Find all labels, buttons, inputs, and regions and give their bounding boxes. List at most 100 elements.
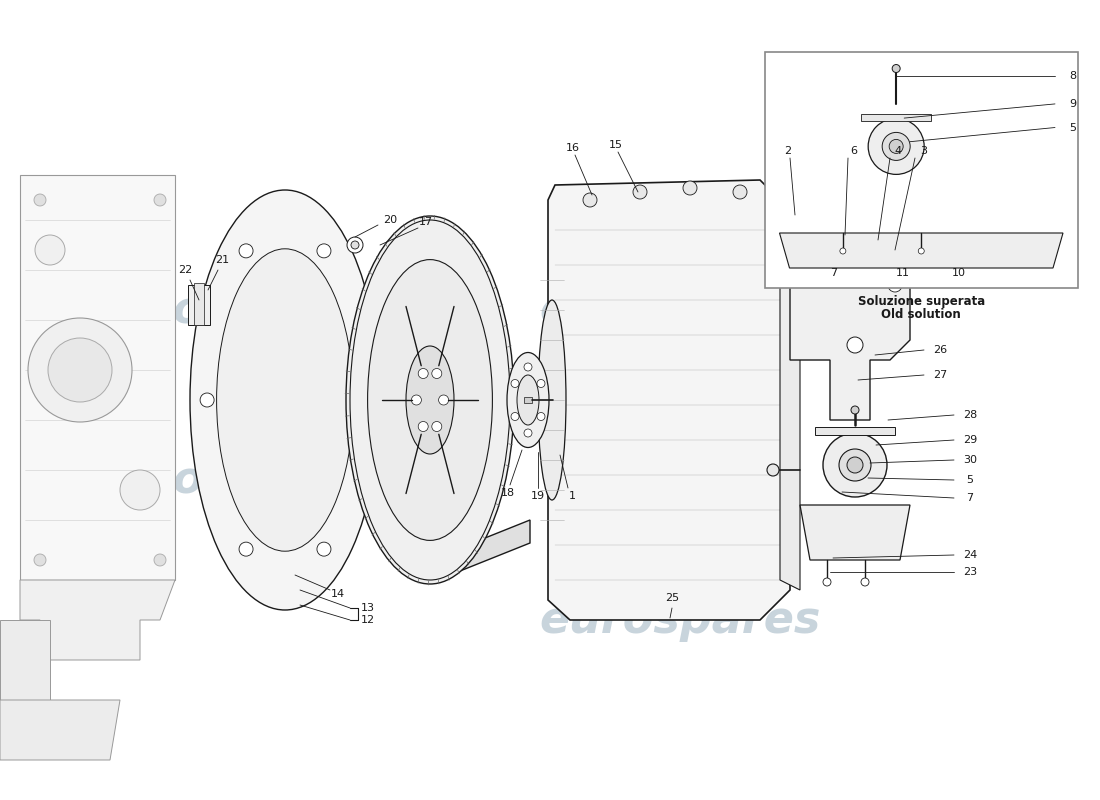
Circle shape [200, 393, 214, 407]
Text: 10: 10 [952, 268, 966, 278]
Text: 1: 1 [569, 491, 575, 501]
Polygon shape [524, 397, 532, 403]
Text: eurospares: eurospares [89, 458, 371, 502]
Circle shape [537, 379, 544, 387]
Polygon shape [0, 700, 120, 760]
Circle shape [418, 422, 428, 431]
Text: 7: 7 [829, 268, 837, 278]
Text: 27: 27 [933, 370, 947, 380]
Ellipse shape [406, 346, 454, 454]
Ellipse shape [350, 220, 510, 580]
Text: 24: 24 [962, 550, 977, 560]
Polygon shape [800, 505, 910, 560]
Polygon shape [455, 520, 530, 573]
Polygon shape [780, 210, 800, 590]
Text: eurospares: eurospares [539, 598, 821, 642]
Circle shape [767, 464, 779, 476]
Circle shape [847, 457, 864, 473]
Circle shape [847, 337, 864, 353]
Polygon shape [194, 283, 204, 325]
Text: 28: 28 [962, 410, 977, 420]
Circle shape [537, 413, 544, 421]
Ellipse shape [346, 216, 514, 584]
Text: 29: 29 [962, 435, 977, 445]
Text: 11: 11 [895, 268, 910, 278]
Text: 13: 13 [361, 603, 375, 613]
Text: Old solution: Old solution [881, 307, 961, 321]
Text: 15: 15 [609, 140, 623, 150]
Text: eurospares: eurospares [89, 289, 371, 331]
Ellipse shape [367, 259, 493, 541]
Bar [764, 52, 1078, 288]
Text: 20: 20 [383, 215, 397, 225]
Circle shape [882, 132, 910, 160]
Circle shape [351, 241, 359, 249]
Circle shape [823, 578, 830, 586]
Text: 22: 22 [178, 265, 192, 275]
Text: 14: 14 [331, 589, 345, 599]
Text: Soluzione superata: Soluzione superata [858, 295, 984, 309]
Polygon shape [861, 114, 932, 122]
Circle shape [861, 578, 869, 586]
Circle shape [432, 369, 442, 378]
Text: 4: 4 [894, 146, 902, 156]
Polygon shape [0, 620, 50, 700]
Circle shape [439, 395, 449, 405]
Circle shape [35, 235, 65, 265]
Circle shape [239, 542, 253, 556]
Circle shape [889, 139, 903, 154]
Circle shape [512, 379, 519, 387]
Circle shape [317, 244, 331, 258]
Circle shape [356, 393, 370, 407]
Polygon shape [20, 580, 175, 660]
Text: 23: 23 [962, 567, 977, 577]
Circle shape [823, 433, 887, 497]
Circle shape [34, 554, 46, 566]
Polygon shape [815, 427, 895, 435]
Text: 25: 25 [664, 593, 679, 603]
Polygon shape [780, 233, 1063, 268]
Text: eurospares: eurospares [539, 289, 821, 331]
Circle shape [632, 185, 647, 199]
Circle shape [840, 248, 846, 254]
Polygon shape [548, 180, 790, 620]
Circle shape [28, 318, 132, 422]
Polygon shape [790, 210, 910, 420]
Ellipse shape [517, 375, 539, 425]
Circle shape [154, 194, 166, 206]
Text: 7: 7 [967, 493, 974, 503]
Text: 26: 26 [933, 345, 947, 355]
Circle shape [512, 413, 519, 421]
Circle shape [842, 232, 858, 248]
Text: 18: 18 [500, 488, 515, 498]
Text: 19: 19 [531, 491, 546, 501]
Circle shape [524, 429, 532, 437]
Circle shape [432, 422, 442, 431]
Text: 16: 16 [566, 143, 580, 153]
Text: 3: 3 [921, 146, 927, 156]
Circle shape [851, 406, 859, 414]
Circle shape [888, 278, 902, 292]
Circle shape [868, 118, 924, 174]
Circle shape [411, 395, 421, 405]
Circle shape [154, 554, 166, 566]
Text: 30: 30 [962, 455, 977, 465]
Circle shape [317, 542, 331, 556]
Text: 6: 6 [850, 146, 858, 156]
Circle shape [346, 237, 363, 253]
Ellipse shape [217, 249, 353, 551]
Text: 17: 17 [419, 217, 433, 227]
Circle shape [48, 338, 112, 402]
Circle shape [583, 193, 597, 207]
Ellipse shape [190, 190, 380, 610]
Ellipse shape [538, 300, 566, 500]
Text: 21: 21 [214, 255, 229, 265]
Circle shape [34, 194, 46, 206]
Text: 12: 12 [361, 615, 375, 625]
Text: 5: 5 [967, 475, 974, 485]
Text: 9: 9 [1069, 99, 1077, 109]
Circle shape [733, 185, 747, 199]
Circle shape [918, 248, 924, 254]
Polygon shape [20, 175, 175, 580]
Circle shape [839, 449, 871, 481]
